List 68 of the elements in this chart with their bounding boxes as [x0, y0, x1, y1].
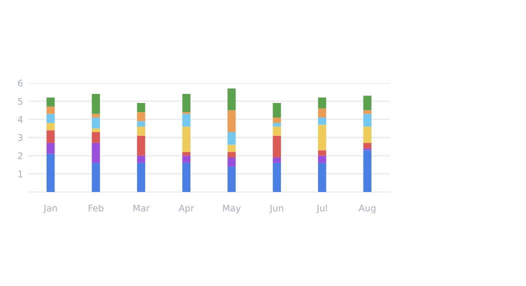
- bar: [272, 157, 281, 163]
- bar: [46, 106, 55, 114]
- y-tick-label: 1: [18, 170, 22, 178]
- bar: [318, 98, 326, 108]
- x-tick-label: Feb: [88, 204, 104, 212]
- bar: [92, 94, 100, 114]
- y-tick-label: 4: [18, 116, 23, 123]
- bar: [182, 162, 190, 192]
- x-tick-label: May: [223, 204, 241, 214]
- x-tick-label: Apr: [178, 204, 194, 214]
- bar: [318, 124, 326, 150]
- bar: [363, 142, 372, 148]
- bar: [318, 162, 326, 192]
- y-tick-label: 6: [18, 80, 23, 87]
- bar: [137, 126, 146, 136]
- bar: [46, 130, 55, 143]
- bar: [318, 150, 326, 156]
- bar: [228, 152, 236, 158]
- bar: [46, 154, 55, 192]
- bar: [92, 162, 100, 192]
- bar: [182, 114, 190, 127]
- bar: [46, 142, 55, 154]
- bar: [228, 157, 236, 167]
- bar: [137, 156, 146, 163]
- bar: [228, 88, 236, 110]
- bar: [228, 110, 236, 132]
- bar: [92, 118, 100, 128]
- bar: [137, 102, 146, 112]
- bar: [318, 118, 326, 125]
- bar: [272, 126, 281, 136]
- bar: [228, 132, 236, 145]
- bar: [137, 121, 146, 127]
- bar: [318, 156, 326, 163]
- bar: [363, 114, 372, 127]
- bar: [182, 152, 190, 156]
- x-tick-label: Jul: [316, 204, 327, 214]
- bar: [318, 108, 326, 118]
- bar: [363, 126, 372, 143]
- bar: [92, 128, 100, 132]
- bar: [363, 150, 372, 192]
- bar: [272, 162, 281, 192]
- bar: [46, 122, 55, 130]
- bar: [363, 96, 372, 110]
- x-tick-label: Jan: [43, 204, 57, 214]
- bar: [228, 166, 236, 192]
- bar: [137, 112, 146, 122]
- x-tick-label: Mar: [133, 204, 150, 212]
- bar: [46, 114, 55, 123]
- x-tick-label: Aug: [358, 204, 376, 214]
- y-tick-label: 2: [18, 152, 22, 160]
- bar: [182, 126, 190, 152]
- bar: [46, 98, 55, 107]
- bar: [137, 162, 146, 192]
- bar: [92, 142, 100, 163]
- bar: [182, 94, 190, 112]
- y-tick-label: 3: [18, 134, 22, 142]
- bar: [272, 118, 281, 123]
- y-tick-label: 5: [18, 98, 22, 105]
- bar: [272, 136, 281, 158]
- bar: [228, 144, 236, 152]
- bar: [272, 102, 281, 118]
- bar: [92, 114, 100, 118]
- bar: [137, 136, 146, 156]
- x-tick-label: Jun: [269, 204, 284, 214]
- bar: [363, 110, 372, 114]
- bar: [182, 156, 190, 163]
- bar: [92, 132, 100, 143]
- bar: [272, 122, 281, 127]
